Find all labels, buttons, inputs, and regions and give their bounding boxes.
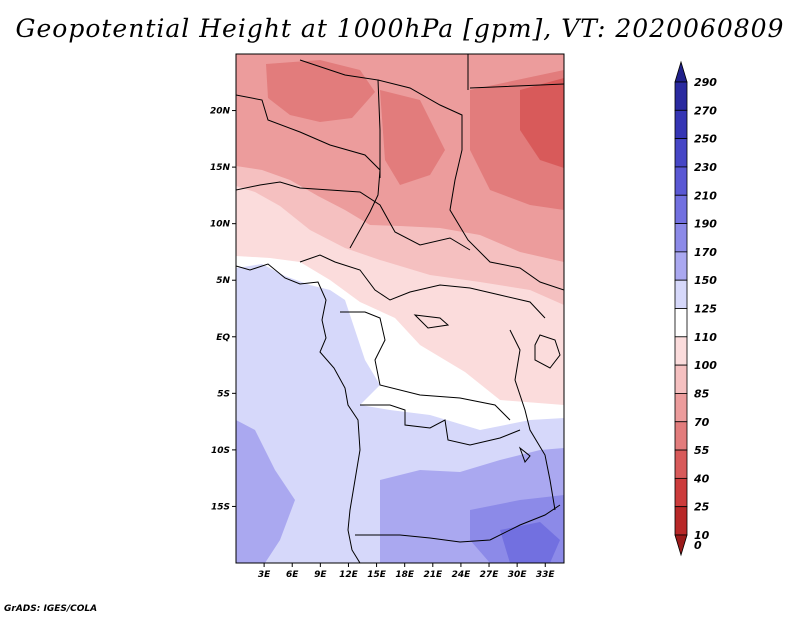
- coastlines: [236, 54, 564, 563]
- lat-label: 10S: [211, 446, 230, 456]
- colorbar-swatch: [674, 308, 688, 338]
- lon-label: 27E: [480, 570, 500, 580]
- lon-label: 24E: [452, 570, 472, 580]
- colorbar-label: 250: [694, 133, 717, 146]
- lon-label: 15E: [367, 570, 387, 580]
- lat-label: EQ: [216, 333, 230, 343]
- height-field: [236, 54, 564, 563]
- lon-label: 12E: [339, 570, 359, 580]
- colorbar-label: 0: [694, 539, 702, 552]
- colorbar-label: 100: [694, 359, 717, 372]
- lon-label: 21E: [423, 570, 443, 580]
- longitude-axis: 3E 6E 9E 12E 15E 18E 21E 24E 27E 30E 33E: [258, 563, 556, 580]
- colorbar-swatch: [674, 279, 688, 309]
- colorbar-label: 150: [694, 274, 717, 287]
- colorbar-swatch: [674, 421, 688, 451]
- colorbar-label: 290: [694, 76, 717, 89]
- map-frame: [235, 53, 565, 564]
- latitude-axis: 20N 15N 10N 5N EQ 5S 10S 15S: [210, 107, 236, 512]
- colorbar-label: 10: [694, 529, 710, 542]
- colorbar-label: 270: [694, 104, 717, 117]
- colorbar-swatch: [674, 81, 688, 111]
- contour-40: [520, 78, 564, 168]
- lat-label: 10N: [210, 220, 231, 230]
- colorbar: 2902702502302101901701501251101008570554…: [674, 60, 717, 557]
- colorbar-label: 170: [694, 246, 717, 259]
- colorbar-swatch: [674, 364, 688, 394]
- lon-label: 30E: [508, 570, 528, 580]
- colorbar-swatch: [674, 506, 688, 536]
- colorbar-label: 25: [694, 501, 710, 514]
- colorbar-swatch: [674, 251, 688, 281]
- colorbar-label: 210: [694, 189, 717, 202]
- colorbar-label: 125: [694, 303, 717, 316]
- colorbar-label: 40: [693, 472, 710, 485]
- colorbar-swatch: [674, 194, 688, 224]
- lon-label: 9E: [314, 570, 327, 580]
- map-title: Geopotential Height at 1000hPa [gpm], VT…: [15, 14, 785, 43]
- colorbar-swatch: [674, 393, 688, 423]
- colorbar-swatch: [674, 477, 688, 508]
- lat-label: 15N: [210, 163, 231, 173]
- colorbar-label: 230: [694, 161, 717, 174]
- colorbar-label: 190: [694, 218, 717, 231]
- lon-label: 6E: [286, 570, 299, 580]
- colorbar-label: 55: [694, 444, 710, 457]
- lat-label: 20N: [210, 107, 231, 117]
- contour-55b: [380, 90, 445, 185]
- lon-label: 3E: [258, 570, 271, 580]
- colorbar-label: 70: [694, 416, 710, 429]
- colorbar-label: 110: [694, 331, 717, 344]
- colorbar-label: 85: [694, 387, 710, 400]
- lon-label: 18E: [395, 570, 415, 580]
- colorbar-swatch: [674, 109, 688, 140]
- lat-label: 5N: [216, 276, 230, 286]
- contour-190: [500, 522, 560, 563]
- colorbar-swatch: [674, 166, 688, 196]
- colorbar-swatch: [674, 534, 688, 557]
- lon-label: 33E: [536, 570, 556, 580]
- lat-label: 15S: [211, 502, 230, 512]
- contour-150b: [236, 420, 295, 563]
- colorbar-swatch: [674, 449, 688, 479]
- grads-credit: GrADS: IGES/COLA: [4, 604, 98, 614]
- colorbar-swatch: [674, 60, 688, 83]
- lat-label: 5S: [217, 389, 230, 399]
- colorbar-swatch: [674, 336, 688, 366]
- colorbar-swatch: [674, 138, 688, 168]
- colorbar-swatch: [674, 223, 688, 253]
